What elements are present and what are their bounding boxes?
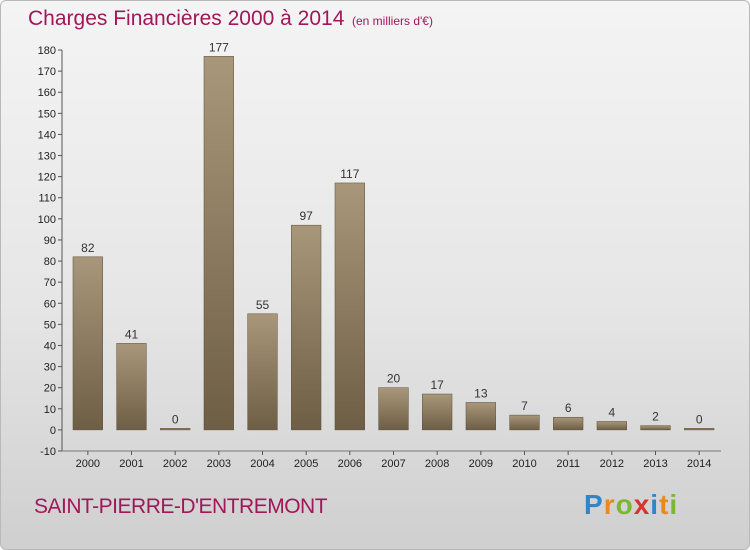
bar xyxy=(509,414,540,431)
y-tick-label: 30 xyxy=(44,362,56,374)
x-tick-label: 2013 xyxy=(643,458,667,470)
y-tick-label: 160 xyxy=(38,87,56,99)
bar-value-label: 41 xyxy=(125,327,139,341)
y-tick-label: 60 xyxy=(44,298,56,310)
bar-value-label: 177 xyxy=(209,40,229,54)
bar-value-label: 0 xyxy=(172,412,179,426)
bar-value-label: 20 xyxy=(387,372,401,386)
y-tick-label: -10 xyxy=(40,446,56,458)
y-tick-label: 70 xyxy=(44,277,56,289)
bar xyxy=(378,387,409,431)
commune-name: SAINT-PIERRE-D'ENTREMONT xyxy=(34,495,328,518)
y-tick-label: 80 xyxy=(44,256,56,268)
x-tick-label: 2014 xyxy=(687,458,711,470)
y-tick-label: 20 xyxy=(44,383,56,395)
y-tick-label: 50 xyxy=(44,319,56,331)
logo-letter: P xyxy=(584,489,604,520)
y-tick-label: 90 xyxy=(44,235,56,247)
x-tick-label: 2000 xyxy=(76,458,100,470)
bar xyxy=(203,56,234,431)
x-tick-label: 2001 xyxy=(119,458,143,470)
y-tick-label: 180 xyxy=(38,45,56,57)
logo-letter: i xyxy=(669,489,679,520)
x-tick-label: 2010 xyxy=(512,458,536,470)
x-tick-label: 2009 xyxy=(469,458,493,470)
y-tick-label: 170 xyxy=(38,66,56,78)
bar xyxy=(334,182,365,431)
chart-title: Charges Financières 2000 à 2014 xyxy=(28,7,345,30)
x-tick-label: 2012 xyxy=(600,458,624,470)
logo-letter: r xyxy=(603,489,616,520)
x-tick-label: 2005 xyxy=(294,458,318,470)
bar-value-label: 97 xyxy=(299,209,313,223)
bar xyxy=(640,425,671,431)
y-axis: -10 0 10 20 30 40 50 60 70 80 90 100 110 120 130 140 150… xyxy=(38,45,63,458)
bar-value-label: 55 xyxy=(256,298,270,312)
bar-value-label: 2 xyxy=(652,410,659,424)
x-tick-label: 2006 xyxy=(338,458,362,470)
bar xyxy=(553,416,584,431)
bar xyxy=(465,402,496,431)
x-tick-label: 2003 xyxy=(207,458,231,470)
bar-value-label: 82 xyxy=(81,241,95,255)
y-tick-label: 120 xyxy=(38,172,56,184)
bar xyxy=(160,428,191,431)
logo-letter: i xyxy=(650,489,660,520)
y-tick-label: 100 xyxy=(38,214,56,226)
bar-value-label: 4 xyxy=(608,405,615,419)
bar xyxy=(116,343,147,431)
bar xyxy=(422,393,453,431)
bar-value-label: 17 xyxy=(430,378,444,392)
chart-subtitle: (en milliers d'€) xyxy=(352,14,433,28)
y-tick-label: 150 xyxy=(38,108,56,120)
x-axis: 2000 2001 2002 2003 2004 2005 2006 2007 2008 2009… xyxy=(62,450,721,470)
y-tick-label: 130 xyxy=(38,151,56,163)
x-tick-label: 2002 xyxy=(163,458,187,470)
x-tick-label: 2004 xyxy=(250,458,274,470)
bar-value-label: 117 xyxy=(340,167,359,181)
y-tick-label: 140 xyxy=(38,129,56,141)
logo-letter: t xyxy=(659,489,670,520)
proxiti-logo[interactable]: Proxiti xyxy=(584,489,678,521)
bar-value-label: 6 xyxy=(565,401,572,415)
y-tick-label: 40 xyxy=(44,340,56,352)
x-tick-label: 2007 xyxy=(381,458,405,470)
x-tick-label: 2011 xyxy=(556,458,580,470)
bar xyxy=(247,313,278,431)
x-tick-label: 2008 xyxy=(425,458,449,470)
bar xyxy=(291,224,322,431)
bar xyxy=(596,421,627,431)
y-tick-label: 10 xyxy=(44,404,56,416)
bar xyxy=(72,256,103,431)
y-tick-label: 0 xyxy=(50,425,56,437)
y-tick-label: 110 xyxy=(38,193,56,205)
logo-letter: o xyxy=(615,489,634,520)
bar-value-label: 13 xyxy=(474,386,488,400)
bar-value-label: 0 xyxy=(696,412,703,426)
logo-letter: x xyxy=(633,489,651,520)
bar xyxy=(684,428,715,431)
bar-value-label: 7 xyxy=(521,399,528,413)
